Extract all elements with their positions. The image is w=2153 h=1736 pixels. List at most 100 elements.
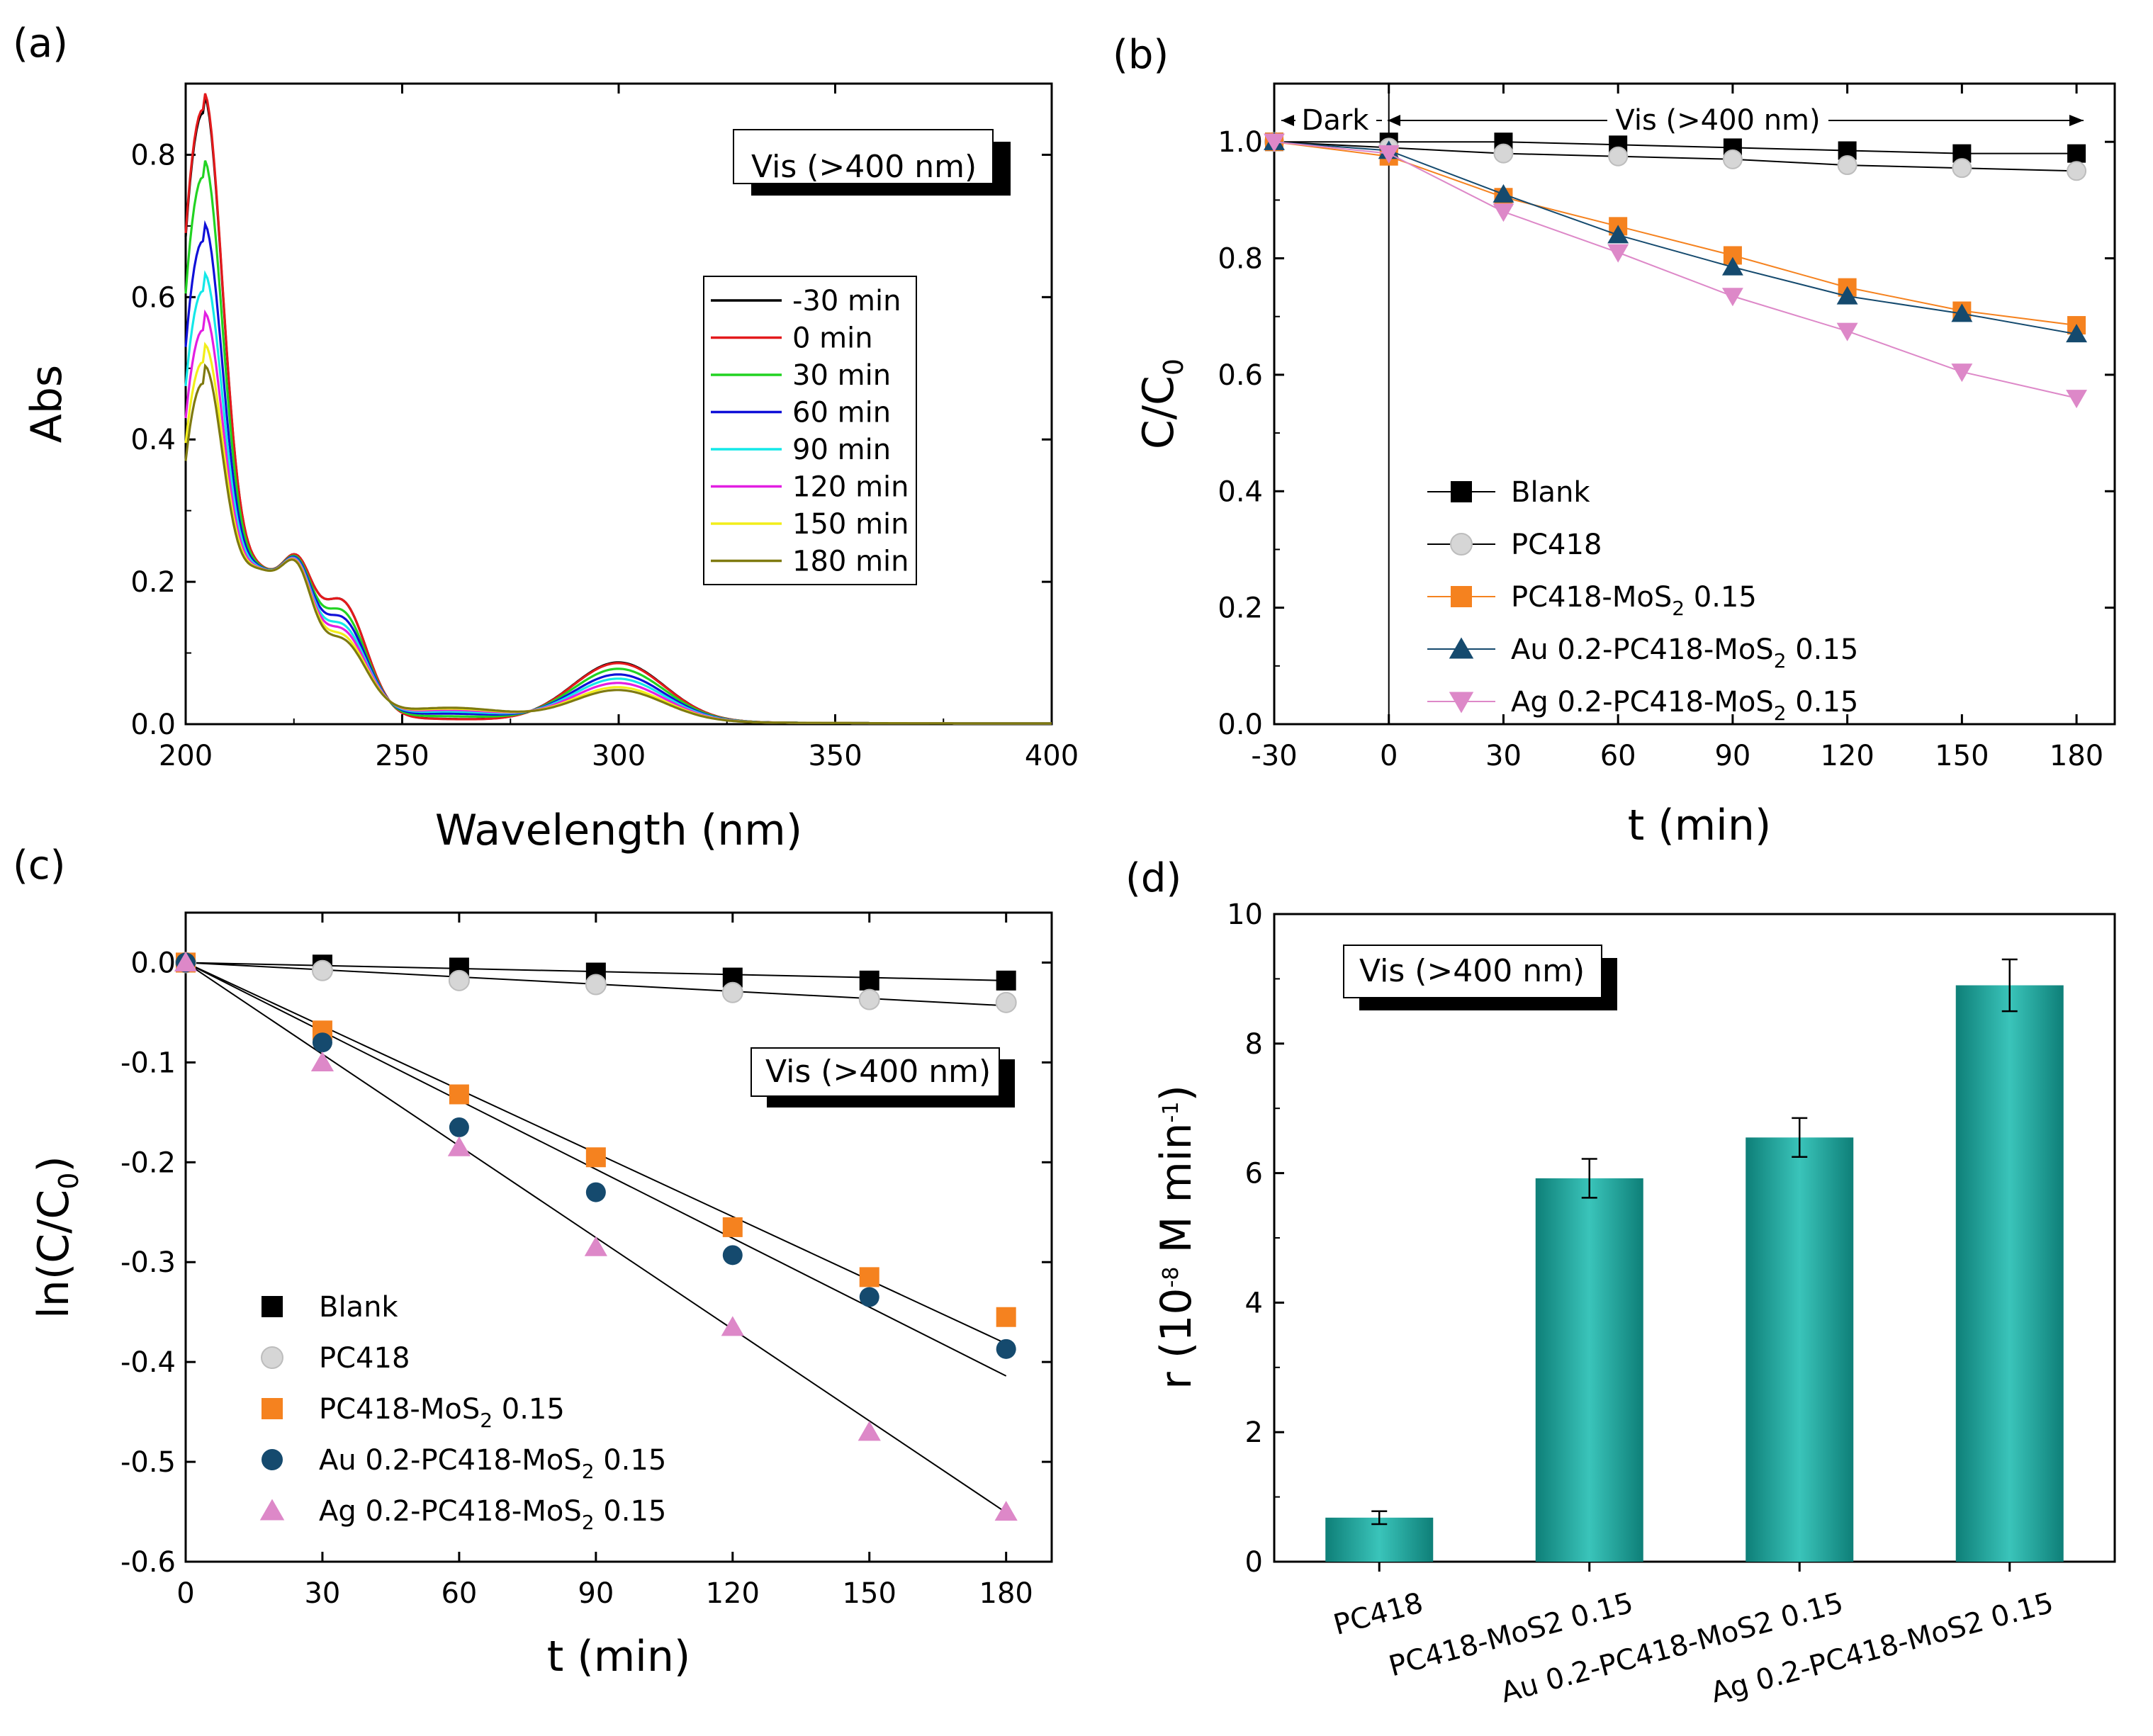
panel-c-point-2-2 xyxy=(449,1084,469,1105)
panel-c-point-1-5 xyxy=(858,988,880,1010)
panel-a-legend: -30 min 0 min 30 min 60 min 90 min 120 min 150… xyxy=(703,276,917,585)
panel-a-xtick-label: 350 xyxy=(808,740,862,772)
panel-c-legend: Blank PC418 PC418-MoS2 0.15 Au 0.2-PC418-Mo… xyxy=(259,1291,666,1534)
panel-c-ytick-label: -0.4 xyxy=(120,1346,176,1379)
panel-a-curve-6 xyxy=(184,342,1052,725)
panel-b-point-4-6 xyxy=(1951,363,1973,383)
panel-c-point-4-0 xyxy=(174,952,198,972)
panel-b-point-1-3 xyxy=(1608,146,1629,167)
panel-d-ytick-label: 0 xyxy=(1245,1546,1263,1579)
panel-d-ytick-label: 8 xyxy=(1245,1028,1263,1061)
panel-a-legend-label: 90 min xyxy=(792,434,891,466)
panel-c-point-4-3 xyxy=(584,1236,607,1256)
panel-d-ticks: 0 2 4 6 8 10 xyxy=(1227,898,1284,1579)
panel-c-ticks: 0 30 60 90 120 150 180 0.0 -0.1 -0.2 -0.3 -0.4 -0.5 -… xyxy=(120,913,1052,1610)
panel-a-legend-label: 120 min xyxy=(792,471,909,504)
panel-c-legend-label: Au 0.2-PC418-MoS2 0.15 xyxy=(319,1444,666,1483)
panel-c-ytick-label: -0.3 xyxy=(120,1246,176,1279)
panel-b-point-3-3 xyxy=(1607,225,1629,244)
panel-c-annotation: Vis (>400 nm) xyxy=(765,1054,991,1090)
panel-b-point-1-5 xyxy=(1837,155,1857,176)
panel-b-legend-marker xyxy=(1451,481,1472,502)
panel-b-point-4-4 xyxy=(1721,288,1743,307)
panel-c-point-3-3 xyxy=(585,1182,606,1202)
panel-d-annotation-box: Vis (>400 nm) xyxy=(1343,945,1617,1010)
panel-b-xlabel: t (min) xyxy=(1628,801,1772,850)
panel-b-point-1-7 xyxy=(2067,161,2087,181)
panel-b-legend-marker xyxy=(1449,637,1474,659)
panel-b-ytick-label: 0.8 xyxy=(1218,243,1263,276)
panel-b-legend: Blank PC418 PC418-MoS2 0.15 Au 0.2-PC418-Mo… xyxy=(1427,476,1858,725)
panel-c-point-4-6 xyxy=(994,1501,1018,1521)
panel-b-chart: -30 0 30 60 90 120 150 180 0.0 0.2 0.4 0.6 0.8 1.0 Da… xyxy=(1134,82,2116,850)
panel-b-phase-arrows: Dark Vis (>400 nm) xyxy=(1281,103,2084,138)
panel-b-xtick-label: 30 xyxy=(1485,740,1522,772)
panel-b-legend-marker xyxy=(1450,533,1473,556)
panel-a-xlabel: Wavelength (nm) xyxy=(435,806,802,855)
panel-c-legend-marker xyxy=(262,1449,283,1470)
panel-label-b: (b) xyxy=(1113,32,1169,78)
panel-a-xtick-label: 400 xyxy=(1025,740,1079,772)
panel-b-point-4-5 xyxy=(1836,322,1858,342)
panel-c-point-4-2 xyxy=(447,1136,471,1156)
panel-a-curve-7 xyxy=(184,363,1052,725)
panel-b-ytick-label: 1.0 xyxy=(1218,126,1263,159)
panel-c-point-2-6 xyxy=(996,1307,1016,1327)
panel-c-chart: 0 30 60 90 120 150 180 0.0 -0.1 -0.2 -0.3 -0.4 -0.5 -… xyxy=(29,911,1053,1681)
panel-a-legend-label: 150 min xyxy=(792,508,909,541)
panel-c-xtick-label: 30 xyxy=(304,1577,340,1610)
panel-c-point-2-3 xyxy=(585,1147,606,1168)
panel-c-point-0-6 xyxy=(996,970,1016,991)
panel-c-point-1-6 xyxy=(995,991,1017,1013)
panel-d-ytick-label: 6 xyxy=(1245,1158,1263,1190)
panel-a-legend-label: -30 min xyxy=(792,285,901,317)
panel-b-xtick-label: -30 xyxy=(1251,740,1297,772)
panel-a-ytick-label: 0.2 xyxy=(130,566,176,599)
panel-b-point-3-6 xyxy=(1951,303,1973,322)
panel-c-point-4-5 xyxy=(858,1421,881,1441)
panel-d-ytick-label: 2 xyxy=(1245,1416,1263,1449)
panel-d-bar-1 xyxy=(1535,1178,1643,1562)
panel-a-legend-label: 0 min xyxy=(792,322,873,355)
panel-c-xtick-label: 180 xyxy=(979,1577,1033,1610)
panel-c-fit-3 xyxy=(185,962,1007,1377)
panel-a-xtick-label: 200 xyxy=(159,740,213,772)
panel-b-xtick-label: 150 xyxy=(1935,740,1989,772)
panel-c-ytick-label: -0.2 xyxy=(120,1146,176,1179)
panel-b-vis-label: Vis (>400 nm) xyxy=(1615,104,1820,137)
panel-c-point-4-4 xyxy=(721,1316,744,1336)
panel-a-ytick-label: 0.8 xyxy=(130,139,176,171)
panel-d-ylabel: r (10-8 M min-1) xyxy=(1152,1085,1201,1390)
panel-c-xtick-label: 150 xyxy=(843,1577,896,1610)
panel-b-legend-label: PC418 xyxy=(1511,529,1602,561)
panel-a-curve-2 xyxy=(184,160,1052,725)
panel-c-legend-marker xyxy=(259,1499,285,1521)
panel-c-ylabel: ln(C/C0) xyxy=(29,1156,84,1319)
panel-b-dark-label: Dark xyxy=(1302,104,1370,137)
panel-b-legend-label: Ag 0.2-PC418-MoS2 0.15 xyxy=(1511,686,1858,725)
panel-c-legend-label: PC418-MoS2 0.15 xyxy=(319,1393,565,1432)
panel-a-ytick-label: 0.6 xyxy=(130,281,176,314)
panel-b-line-4 xyxy=(1274,141,2077,399)
panel-c-annotation-box: Vis (>400 nm) xyxy=(751,1047,1015,1107)
panel-b-ytick-label: 0.2 xyxy=(1218,592,1263,625)
panel-c-ytick-label: -0.5 xyxy=(120,1446,176,1479)
panel-c-xtick-label: 60 xyxy=(441,1577,477,1610)
panel-b-point-3-4 xyxy=(1721,257,1743,276)
panel-c-point-3-5 xyxy=(859,1287,879,1307)
panel-a-legend-label: 30 min xyxy=(792,359,891,392)
panel-c-point-1-3 xyxy=(585,974,607,996)
panel-b-point-3-7 xyxy=(2066,324,2088,343)
panel-a-ytick-label: 0.0 xyxy=(130,709,176,741)
panel-b-frame xyxy=(1273,82,2116,726)
panel-a-curve-4 xyxy=(184,270,1052,725)
panel-c-xlabel: t (min) xyxy=(547,1632,691,1681)
panel-b-ytick-label: 0.4 xyxy=(1218,475,1263,508)
panel-d-annotation: Vis (>400 nm) xyxy=(1359,953,1585,989)
panel-b-point-0-7 xyxy=(2067,144,2086,163)
panel-b-point-4-2 xyxy=(1493,203,1514,222)
panel-b-line-3 xyxy=(1274,141,2077,335)
panel-b-xtick-label: 60 xyxy=(1600,740,1636,772)
panel-b-xtick-label: 90 xyxy=(1714,740,1750,772)
